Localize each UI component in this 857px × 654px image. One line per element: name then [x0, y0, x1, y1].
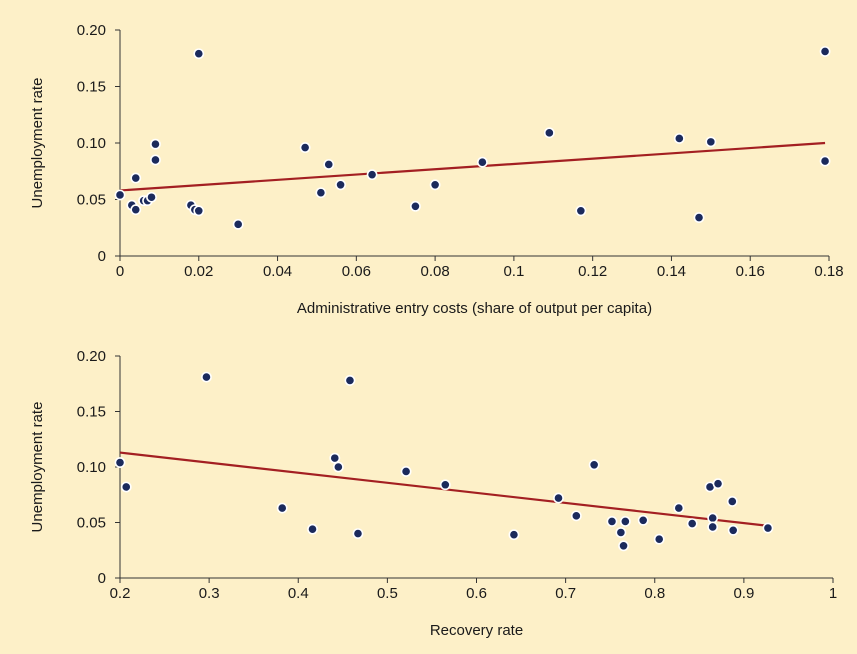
x-tick-label: 0.08: [421, 263, 450, 280]
y-axis-title: Unemployment rate: [29, 402, 46, 533]
data-point: [653, 533, 665, 545]
y-axis-title: Unemployment rate: [29, 78, 46, 209]
data-point: [232, 218, 244, 230]
y-tick-label: 0.05: [77, 515, 106, 532]
panel-entry-costs: 0 0.05 0.10 0.15 0.20 0 0.02 0.04 0.06 0.08 0.1 0.1…: [29, 22, 844, 317]
data-point: [707, 521, 719, 533]
data-point: [606, 515, 618, 527]
y-tick-label: 0.20: [77, 22, 106, 39]
data-point: [366, 169, 378, 181]
data-point: [114, 189, 126, 201]
data-point: [508, 529, 520, 541]
data-point: [727, 524, 739, 536]
data-point: [553, 492, 564, 504]
x-tick-label: 0: [116, 263, 124, 280]
panel-recovery-rate: 0 0.05 0.10 0.15 0.20 0.2 0.3 0.4 0.5 0.6 0.7 0.8 0.…: [29, 348, 837, 639]
data-point: [588, 459, 600, 471]
data-point: [673, 133, 685, 144]
data-point: [619, 515, 631, 527]
data-point: [114, 457, 126, 468]
data-point: [762, 522, 774, 534]
data-point: [323, 159, 335, 170]
data-point: [637, 514, 649, 526]
y-tick-label: 0.05: [77, 192, 106, 209]
data-point: [673, 502, 685, 514]
x-tick-label: 0.06: [342, 263, 371, 280]
data-point: [686, 518, 698, 530]
data-point: [120, 481, 132, 493]
x-tick-label: 0.7: [555, 585, 576, 602]
x-tick-label: 0.3: [199, 585, 220, 602]
trend-line: [119, 141, 826, 192]
data-point: [332, 461, 344, 473]
data-point: [618, 540, 629, 552]
data-point: [150, 138, 161, 150]
x-tick-label: 1: [829, 585, 837, 602]
y-tick-label: 0: [98, 248, 106, 265]
data-point: [307, 523, 318, 535]
data-point: [712, 478, 724, 490]
x-tick-label: 0.14: [657, 263, 686, 280]
data-point: [193, 205, 205, 217]
data-point: [543, 127, 555, 139]
data-point: [575, 205, 587, 217]
data-point: [819, 155, 831, 167]
data-point: [429, 179, 441, 191]
data-point: [299, 142, 311, 153]
data-point: [335, 179, 346, 191]
x-tick-label: 0.12: [578, 263, 607, 280]
data-point: [400, 466, 412, 477]
y-tick-label: 0.15: [77, 79, 106, 96]
y-tick-label: 0: [98, 570, 106, 587]
data-point: [615, 527, 627, 538]
data-point: [344, 375, 356, 386]
x-tick-label: 0.4: [288, 585, 309, 602]
y-tick-label: 0.20: [77, 348, 106, 365]
x-tick-label: 0.1: [503, 263, 524, 280]
data-point: [705, 136, 717, 148]
data-point: [707, 512, 719, 524]
data-point: [130, 204, 142, 216]
data-point: [130, 172, 142, 184]
data-point: [410, 200, 421, 212]
data-point: [146, 191, 157, 203]
x-tick-label: 0.5: [377, 585, 398, 602]
data-point: [693, 212, 705, 223]
data-point: [193, 48, 205, 60]
data-point: [150, 154, 161, 166]
data-point: [315, 187, 327, 199]
x-tick-label: 0.02: [184, 263, 213, 280]
x-tick-label: 0.16: [736, 263, 765, 280]
data-point: [329, 452, 341, 464]
data-point: [726, 496, 738, 507]
y-tick-label: 0.15: [77, 404, 106, 421]
x-tick-label: 0.18: [814, 263, 843, 280]
x-tick-label: 0.9: [733, 585, 754, 602]
data-point: [439, 479, 451, 491]
x-tick-label: 0.04: [263, 263, 292, 280]
data-point: [570, 510, 582, 522]
x-axis-title: Administrative entry costs (share of out…: [297, 300, 652, 317]
y-tick-label: 0.10: [77, 135, 106, 152]
x-tick-label: 0.8: [644, 585, 665, 602]
y-tick-label: 0.10: [77, 459, 106, 476]
data-point: [819, 46, 831, 57]
x-tick-label: 0.6: [466, 585, 487, 602]
x-axis-title: Recovery rate: [430, 622, 523, 639]
data-point: [476, 156, 488, 168]
data-point: [352, 528, 364, 539]
data-point: [276, 502, 288, 514]
data-point: [201, 371, 212, 383]
x-tick-label: 0.2: [110, 585, 131, 602]
